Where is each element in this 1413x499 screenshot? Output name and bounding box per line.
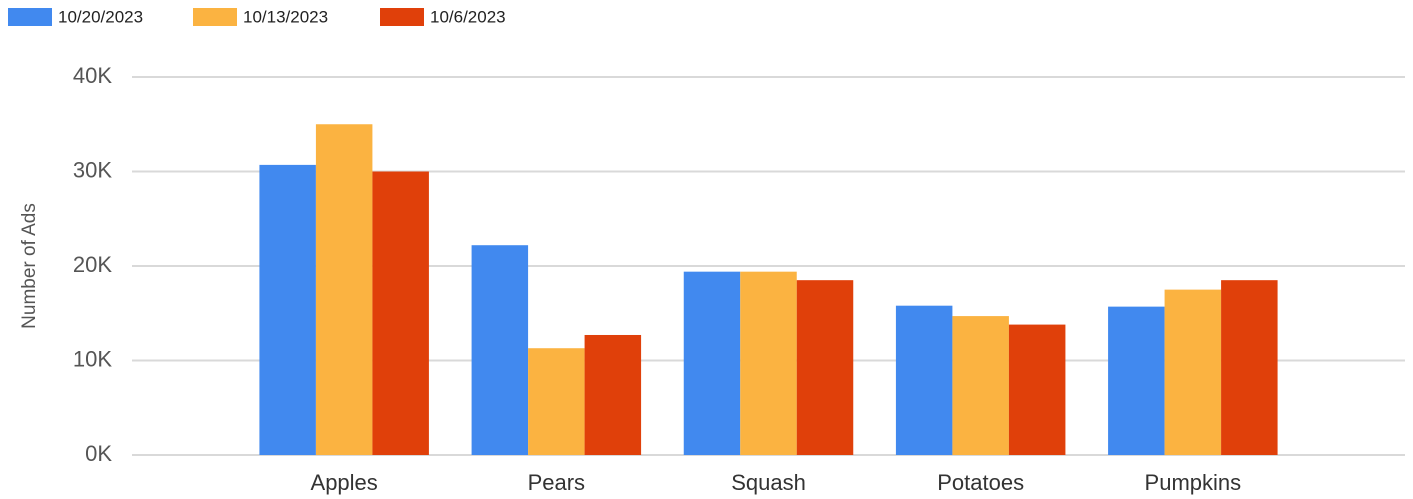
bar [259, 164, 316, 455]
y-axis-label: Number of Ads [19, 203, 40, 329]
legend-label: 10/13/2023 [243, 7, 328, 26]
bar [740, 271, 797, 455]
legend-swatch [380, 8, 424, 26]
x-tick-label: Potatoes [937, 470, 1024, 495]
y-tick-label: 20K [73, 252, 112, 277]
legend-swatch [8, 8, 52, 26]
y-tick-label: 0K [85, 441, 112, 466]
bar [796, 280, 854, 455]
bar [952, 316, 1009, 455]
x-tick-label: Apples [311, 470, 378, 495]
y-tick-label: 10K [73, 346, 112, 371]
bar [315, 124, 373, 455]
bar [1164, 289, 1222, 455]
bar [372, 171, 429, 455]
bar [683, 271, 741, 455]
y-tick-label: 40K [73, 63, 112, 88]
bar [895, 305, 953, 455]
legend-label: 10/20/2023 [58, 7, 143, 26]
bar [1221, 280, 1278, 455]
x-tick-label: Squash [731, 470, 806, 495]
x-tick-label: Pears [528, 470, 585, 495]
bar [528, 348, 585, 455]
legend-label: 10/6/2023 [430, 7, 506, 26]
bar [1008, 324, 1066, 455]
y-tick-label: 30K [73, 157, 112, 182]
x-tick-label: Pumpkins [1145, 470, 1242, 495]
bar [584, 334, 642, 455]
bar [1108, 306, 1165, 455]
legend-swatch [193, 8, 237, 26]
bar [471, 245, 529, 455]
